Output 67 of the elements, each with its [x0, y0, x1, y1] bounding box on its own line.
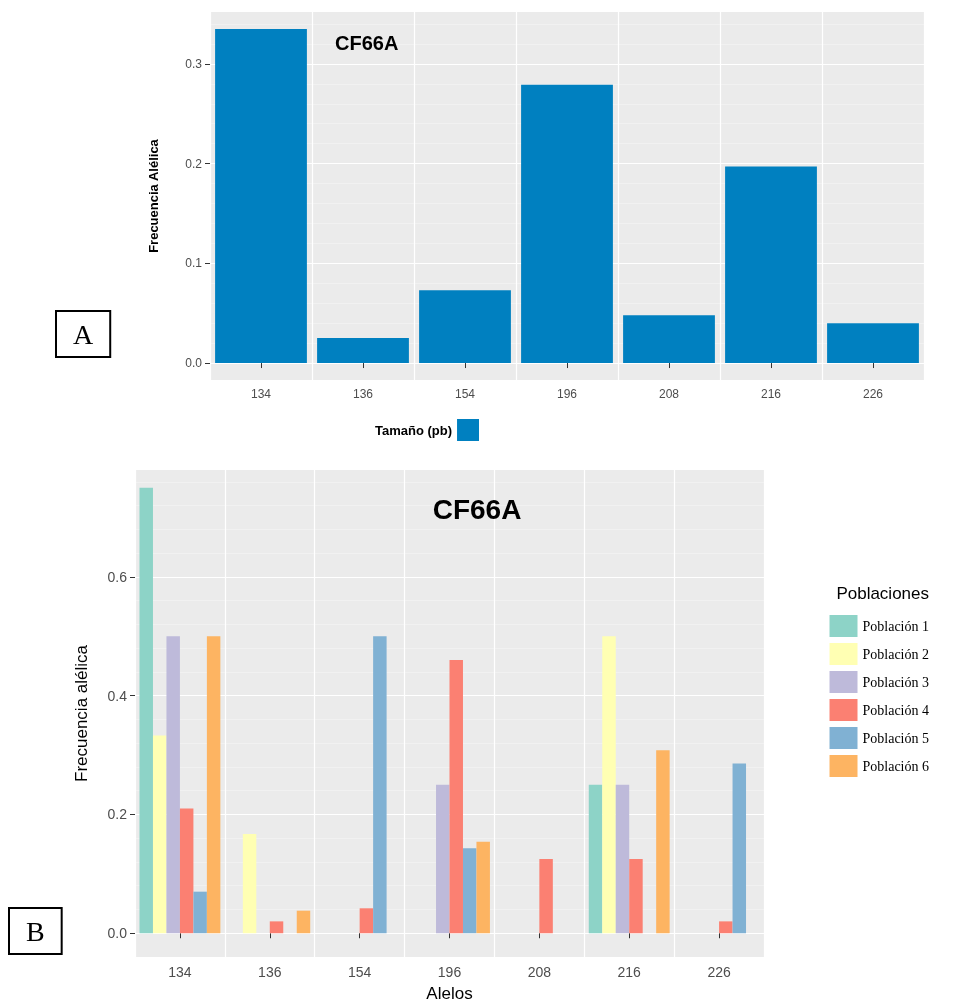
x-axis-title: Alelos: [426, 984, 473, 1003]
bar: [269, 921, 284, 934]
bar: [242, 834, 257, 934]
x-tick-label: 226: [862, 387, 884, 401]
y-tick-label: 0.1: [185, 256, 203, 271]
bar: [359, 908, 374, 934]
x-tick-label: 154: [454, 387, 476, 401]
bar: [166, 636, 180, 934]
y-tick-label: 0.2: [185, 156, 203, 171]
bar: [521, 84, 613, 364]
legend-label: Población 1: [862, 618, 930, 634]
bar: [215, 28, 307, 364]
x-tick-label: 196: [556, 387, 578, 401]
legend-label: Tamaño (pb): [375, 422, 453, 438]
text: B: [26, 915, 45, 947]
x-tick-label: 208: [658, 387, 680, 401]
bar: [206, 636, 221, 934]
bar: [462, 848, 477, 934]
text: A: [73, 318, 94, 350]
bar: [317, 338, 409, 364]
x-tick-label: 196: [437, 964, 462, 980]
bar: [139, 487, 153, 934]
x-tick-label: 134: [168, 964, 192, 980]
legend-label: Población 2: [862, 646, 930, 662]
y-tick-label: 0.0: [107, 925, 128, 942]
bar: [732, 763, 747, 934]
bar: [449, 660, 463, 934]
y-axis-title: Frecuencia Alélica: [146, 138, 161, 253]
bar: [539, 859, 553, 934]
bar: [656, 750, 670, 934]
legend-label: Población 5: [862, 730, 930, 746]
x-tick-label: 208: [527, 964, 552, 980]
bar: [602, 636, 616, 934]
y-tick-label: 0.0: [185, 356, 203, 371]
bar: [827, 323, 919, 364]
text: CF66A: [432, 493, 522, 525]
text: CF66A: [335, 32, 399, 54]
x-tick-label: 136: [352, 387, 374, 401]
y-tick-label: 0.3: [185, 56, 203, 71]
x-tick-label: 226: [707, 964, 731, 980]
bar: [179, 808, 194, 934]
y-axis-title: Frecuencia alélica: [72, 644, 91, 783]
bar: [373, 636, 387, 934]
bar: [588, 784, 603, 934]
y-tick-label: 0.2: [107, 806, 128, 823]
x-tick-label: 134: [250, 387, 272, 401]
bar: [615, 784, 630, 934]
bar: [193, 891, 207, 934]
x-tick-label: 154: [347, 964, 372, 980]
x-tick-label: 216: [617, 964, 642, 980]
bar: [419, 290, 511, 364]
bar: [725, 166, 817, 364]
y-tick-label: 0.4: [107, 687, 128, 704]
legend-label: Población 3: [862, 674, 930, 690]
bar: [476, 841, 490, 934]
bar: [719, 921, 733, 934]
bar: [623, 315, 715, 364]
y-tick-label: 0.6: [107, 568, 128, 585]
legend-label: Población 6: [862, 758, 930, 774]
x-tick-label: 216: [760, 387, 782, 401]
bar: [296, 910, 311, 934]
bar: [152, 735, 167, 934]
bar: [436, 784, 450, 934]
bar: [629, 859, 643, 934]
legend-title: Poblaciones: [836, 584, 929, 603]
x-tick-label: 136: [258, 964, 282, 980]
legend-label: Población 4: [862, 702, 930, 718]
